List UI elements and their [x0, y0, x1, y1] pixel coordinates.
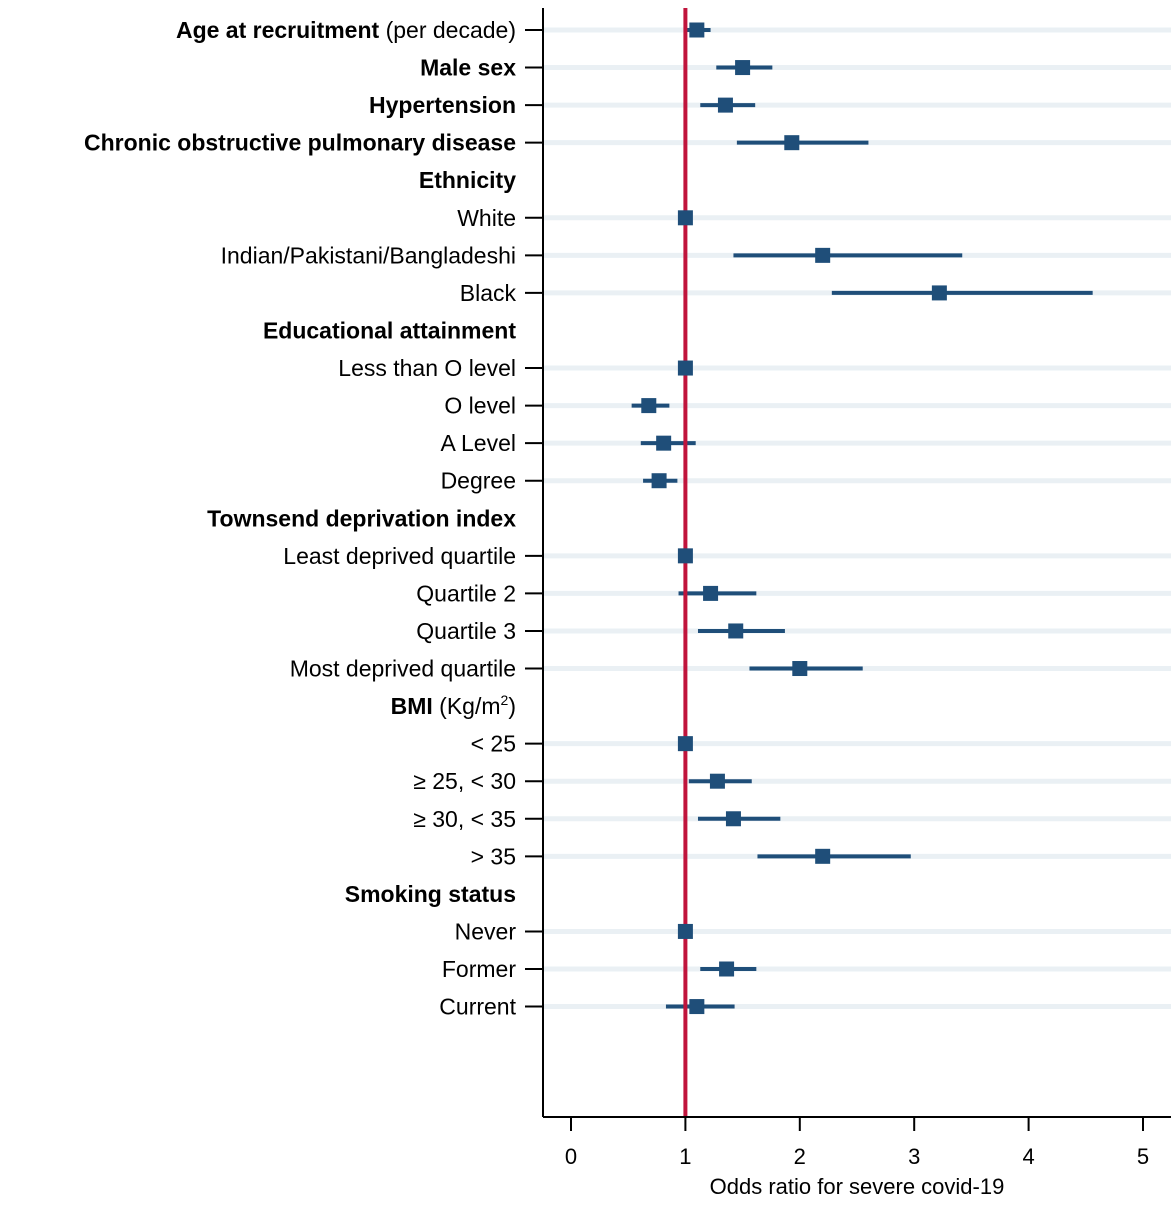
row-label-text: Least deprived quartile	[283, 543, 516, 569]
row-label-text: Quartile 3	[416, 618, 516, 644]
row-label: Male sex	[420, 55, 516, 81]
x-tick-label: 3	[908, 1144, 920, 1169]
row-label: Educational attainment	[263, 317, 516, 343]
row-label: Quartile 2	[416, 580, 516, 606]
grid-layer	[543, 27, 1171, 1010]
row-label: ≥ 30, < 35	[413, 806, 516, 832]
row-label: O level	[444, 393, 516, 419]
point-estimate-marker	[728, 623, 744, 639]
x-axis-title: Odds ratio for severe covid-19	[710, 1174, 1005, 1199]
row-label: White	[457, 205, 516, 231]
confidence-interval-layer	[631, 28, 1093, 1009]
row-label: Current	[439, 994, 516, 1020]
row-label-text: Never	[455, 918, 517, 944]
row-label-text: Quartile 2	[416, 580, 516, 606]
point-estimate-marker	[931, 285, 947, 301]
row-label-text: Less than O level	[338, 355, 516, 381]
row-label: ≥ 25, < 30	[413, 768, 516, 794]
row-label: Smoking status	[345, 881, 516, 907]
row-label: Chronic obstructive pulmonary disease	[84, 130, 516, 156]
point-estimate-marker	[784, 135, 800, 151]
point-estimate-marker	[656, 435, 672, 451]
row-label: A Level	[441, 430, 516, 456]
row-label: Quartile 3	[416, 618, 516, 644]
point-estimate-marker	[717, 97, 733, 113]
row-label: Hypertension	[369, 92, 516, 118]
row-label-text: > 35	[471, 843, 516, 869]
row-label-text: Current	[439, 994, 516, 1020]
point-estimate-marker	[677, 548, 693, 564]
axis-layer	[542, 8, 1171, 1118]
row-label: Less than O level	[338, 355, 516, 381]
row-label-text: ≥ 30, < 35	[413, 806, 516, 832]
x-tick-label: 5	[1137, 1144, 1149, 1169]
row-label: Ethnicity	[419, 167, 516, 193]
x-tick-label: 0	[565, 1144, 577, 1169]
point-estimate-marker	[792, 661, 808, 677]
x-tick-layer: 0 1 2 3 4 5	[525, 29, 1149, 1169]
point-estimate-marker	[677, 210, 693, 226]
point-estimate-marker	[677, 923, 693, 939]
row-label: Most deprived quartile	[290, 656, 516, 682]
x-tick-label: 4	[1022, 1144, 1034, 1169]
row-label: Least deprived quartile	[283, 543, 516, 569]
row-label-text: Black	[460, 280, 517, 306]
row-label-text: Smoking status	[345, 881, 516, 907]
row-label: Former	[442, 956, 516, 982]
row-label: Never	[455, 918, 517, 944]
row-label-text: A Level	[441, 430, 516, 456]
marker-layer	[641, 22, 947, 1015]
row-label: Indian/Pakistani/Bangladeshi	[221, 242, 516, 268]
row-label: > 35	[471, 843, 516, 869]
row-label-text: Degree	[441, 468, 516, 494]
row-label-text: Hypertension	[369, 92, 516, 118]
point-estimate-marker	[689, 22, 705, 38]
point-estimate-marker	[815, 848, 831, 864]
x-tick-label: 1	[679, 1144, 691, 1169]
row-label-text: O level	[444, 393, 516, 419]
row-label-superscript: 2	[501, 692, 509, 708]
row-label-text: Indian/Pakistani/Bangladeshi	[221, 242, 516, 268]
row-label-text: Most deprived quartile	[290, 656, 516, 682]
point-estimate-marker	[735, 60, 751, 76]
row-label-text: Educational attainment	[263, 317, 516, 343]
x-tick-label: 2	[794, 1144, 806, 1169]
row-label-text: Townsend deprivation index	[207, 505, 516, 531]
point-estimate-marker	[677, 360, 693, 376]
row-label-end: )	[508, 693, 516, 719]
row-label-suffix: (per decade)	[379, 17, 516, 43]
row-label: Black	[460, 280, 517, 306]
row-label-text: Former	[442, 956, 516, 982]
row-label: < 25	[471, 731, 516, 757]
row-label-text: BMI	[391, 693, 433, 719]
point-estimate-marker	[651, 473, 667, 489]
row-label-text: White	[457, 205, 516, 231]
point-estimate-marker	[689, 999, 705, 1015]
row-label: Townsend deprivation index	[207, 505, 516, 531]
row-label: Age at recruitment (per decade)	[176, 17, 516, 43]
row-label: BMI (Kg/m2)	[391, 692, 516, 719]
point-estimate-marker	[703, 585, 719, 601]
row-label-text: Age at recruitment	[176, 17, 380, 43]
row-label-text: Ethnicity	[419, 167, 516, 193]
point-estimate-marker	[709, 773, 725, 789]
row-label-text: Chronic obstructive pulmonary disease	[84, 130, 516, 156]
point-estimate-marker	[641, 398, 657, 414]
point-estimate-marker	[677, 736, 693, 752]
row-label-text: ≥ 25, < 30	[413, 768, 516, 794]
row-label: Degree	[441, 468, 516, 494]
point-estimate-marker	[725, 811, 741, 827]
row-label-suffix: (Kg/m	[433, 693, 501, 719]
point-estimate-marker	[719, 961, 735, 977]
row-label-text: Male sex	[420, 55, 516, 81]
row-label-text: < 25	[471, 731, 516, 757]
row-label-layer: Age at recruitment (per decade) Male sex H…	[84, 17, 517, 1020]
point-estimate-marker	[815, 247, 831, 263]
